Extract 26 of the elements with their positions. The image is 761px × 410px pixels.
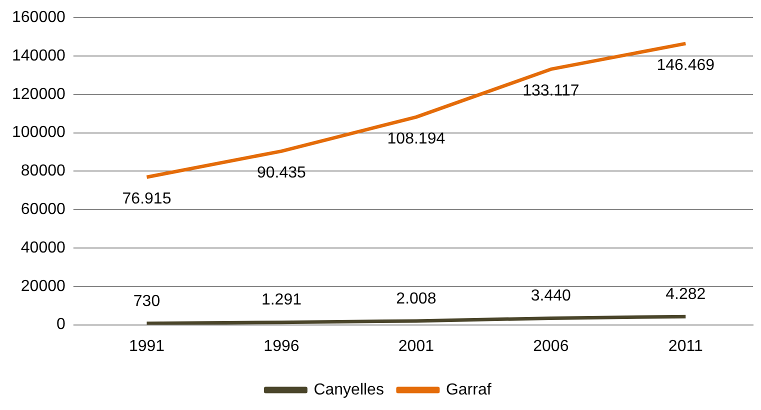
x-tick-label: 2006 <box>533 338 569 355</box>
legend-label: Garraf <box>446 381 492 398</box>
data-label: 730 <box>133 292 160 310</box>
data-label: 1.291 <box>261 292 302 309</box>
legend-label: Canyelles <box>314 381 384 398</box>
data-label: 108.194 <box>387 130 446 148</box>
x-tick-label: 1996 <box>264 338 300 355</box>
data-label: 90.435 <box>257 164 306 182</box>
y-tick-label: 40000 <box>20 239 66 256</box>
y-tick-label: 0 <box>56 316 66 334</box>
y-tick-label: 120000 <box>12 86 66 103</box>
y-tick-label: 80000 <box>20 162 66 180</box>
y-tick-label: 140000 <box>12 47 66 64</box>
x-tick-label: 2001 <box>398 338 434 355</box>
y-tick-label: 100000 <box>12 124 66 142</box>
y-tick-label: 60000 <box>20 201 66 218</box>
data-label: 3.440 <box>530 288 572 305</box>
data-label: 146.469 <box>656 56 715 74</box>
data-label: 4.282 <box>666 286 706 303</box>
data-label: 2.008 <box>396 290 436 308</box>
y-tick-label: 20000 <box>20 278 66 295</box>
y-tick-label: 160000 <box>12 9 66 26</box>
x-tick-label: 1991 <box>128 338 165 355</box>
data-label: 76.915 <box>122 190 172 208</box>
data-label: 133.117 <box>522 82 580 100</box>
x-tick-label: 2011 <box>668 338 703 355</box>
